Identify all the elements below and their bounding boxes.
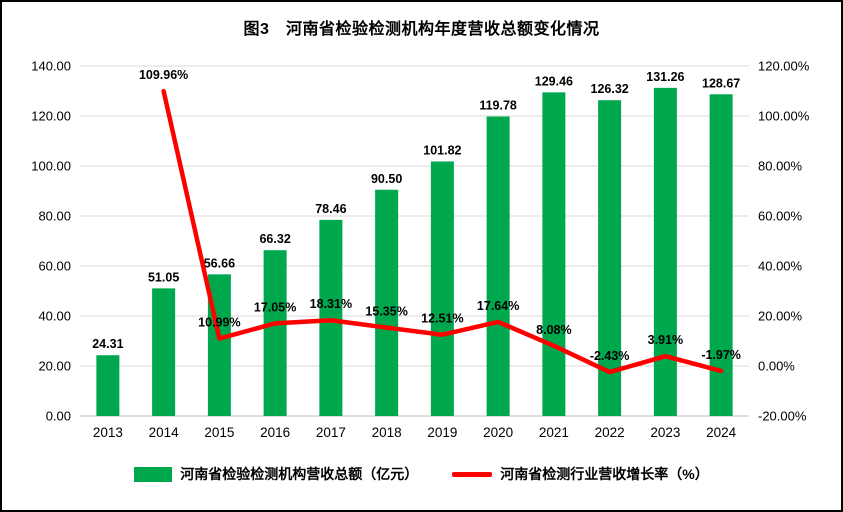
chart-plot: 140.00 120.00% 120.00 100.00% 100.00 80.00% 80… bbox=[31, 59, 810, 441]
bar bbox=[542, 92, 566, 416]
chart-title: 图3 河南省检验检测机构年度营收总额变化情况 bbox=[243, 21, 600, 38]
x-axis-label: 2016 bbox=[260, 425, 290, 440]
line-value-label: 17.05% bbox=[254, 300, 296, 314]
left-axis-tick-label: 80.00 bbox=[38, 209, 71, 224]
line-value-label: 18.31% bbox=[310, 297, 352, 311]
line-legend-swatch-icon bbox=[452, 471, 493, 477]
left-axis-tick-label: 140.00 bbox=[31, 59, 71, 74]
left-axis-tick-label: 100.00 bbox=[31, 159, 71, 174]
bar-value-label: 66.32 bbox=[259, 232, 290, 246]
bar bbox=[375, 189, 399, 416]
growth-line bbox=[161, 88, 724, 375]
line-value-label: 12.51% bbox=[421, 312, 463, 326]
bar-legend-swatch-icon bbox=[134, 466, 173, 482]
line-value-label: -2.43% bbox=[590, 349, 630, 363]
x-axis-label: 2015 bbox=[204, 425, 234, 440]
plot-area: 140.00 120.00% 120.00 100.00% 100.00 80.00% 80… bbox=[2, 41, 841, 450]
line-value-label: -1.97% bbox=[701, 348, 741, 362]
x-axis-label: 2024 bbox=[706, 425, 737, 440]
bar bbox=[263, 250, 287, 416]
right-axis-tick-label: 20.00% bbox=[758, 309, 803, 324]
x-axis-label: 2014 bbox=[149, 425, 180, 440]
bar-value-label: 128.67 bbox=[702, 76, 740, 90]
x-axis-label: 2013 bbox=[93, 425, 123, 440]
left-axis-tick-label: 20.00 bbox=[38, 359, 71, 374]
right-axis-tick-label: -20.00% bbox=[758, 409, 807, 424]
legend-item-bar: 河南省检验检测机构营收总额（亿元） bbox=[134, 464, 418, 484]
x-axis-label: 2017 bbox=[316, 425, 346, 440]
x-axis-label: 2021 bbox=[539, 425, 569, 440]
x-axis-label: 2019 bbox=[427, 425, 457, 440]
bar-value-label: 24.31 bbox=[92, 337, 123, 351]
line-value-label: 8.08% bbox=[536, 323, 571, 337]
bar-value-label: 119.78 bbox=[479, 99, 517, 113]
bar-value-label: 78.46 bbox=[315, 202, 346, 216]
line-value-label: 3.91% bbox=[648, 333, 683, 347]
bar-value-label: 131.26 bbox=[646, 70, 684, 84]
bar bbox=[486, 116, 510, 417]
bar bbox=[96, 355, 120, 416]
line-value-label: 10.99% bbox=[198, 316, 240, 330]
bar bbox=[598, 100, 622, 416]
x-axis-label: 2023 bbox=[650, 425, 680, 440]
left-axis-tick-label: 0.00 bbox=[46, 409, 71, 424]
x-axis-label: 2020 bbox=[483, 425, 513, 440]
left-axis-tick-label: 60.00 bbox=[38, 259, 71, 274]
chart-legend: 河南省检验检测机构营收总额（亿元） 河南省检测行业营收增长率（%） bbox=[2, 464, 841, 484]
bar-value-label: 126.32 bbox=[591, 82, 629, 96]
line-legend-label: 河南省检测行业营收增长率（%） bbox=[500, 466, 709, 482]
right-axis-tick-label: 40.00% bbox=[758, 259, 803, 274]
line-value-label: 17.64% bbox=[477, 299, 519, 313]
right-axis-tick-label: 80.00% bbox=[758, 159, 803, 174]
right-axis-tick-label: 100.00% bbox=[758, 109, 810, 124]
bar-value-label: 129.46 bbox=[535, 74, 573, 88]
bar-value-label: 51.05 bbox=[148, 270, 179, 284]
bar bbox=[152, 288, 176, 416]
bar bbox=[709, 94, 733, 416]
right-axis-tick-label: 120.00% bbox=[758, 59, 810, 74]
bar bbox=[319, 219, 343, 416]
line-value-label: 109.96% bbox=[139, 68, 188, 82]
line-value-label: 15.35% bbox=[365, 305, 407, 319]
right-axis-tick-label: 0.00% bbox=[758, 359, 795, 374]
bar bbox=[430, 161, 454, 416]
right-axis-tick-label: 60.00% bbox=[758, 209, 803, 224]
left-axis-tick-label: 40.00 bbox=[38, 309, 71, 324]
left-axis-tick-label: 120.00 bbox=[31, 109, 71, 124]
bar-value-label: 56.66 bbox=[204, 256, 235, 270]
bar bbox=[653, 87, 677, 416]
bar-legend-label: 河南省检验检测机构营收总额（亿元） bbox=[180, 466, 419, 482]
x-axis-label: 2022 bbox=[595, 425, 625, 440]
x-axis-label: 2018 bbox=[372, 425, 402, 440]
bar-value-label: 90.50 bbox=[371, 172, 402, 186]
legend-item-line: 河南省检测行业营收增长率（%） bbox=[452, 464, 709, 484]
bar-value-label: 101.82 bbox=[423, 143, 461, 157]
